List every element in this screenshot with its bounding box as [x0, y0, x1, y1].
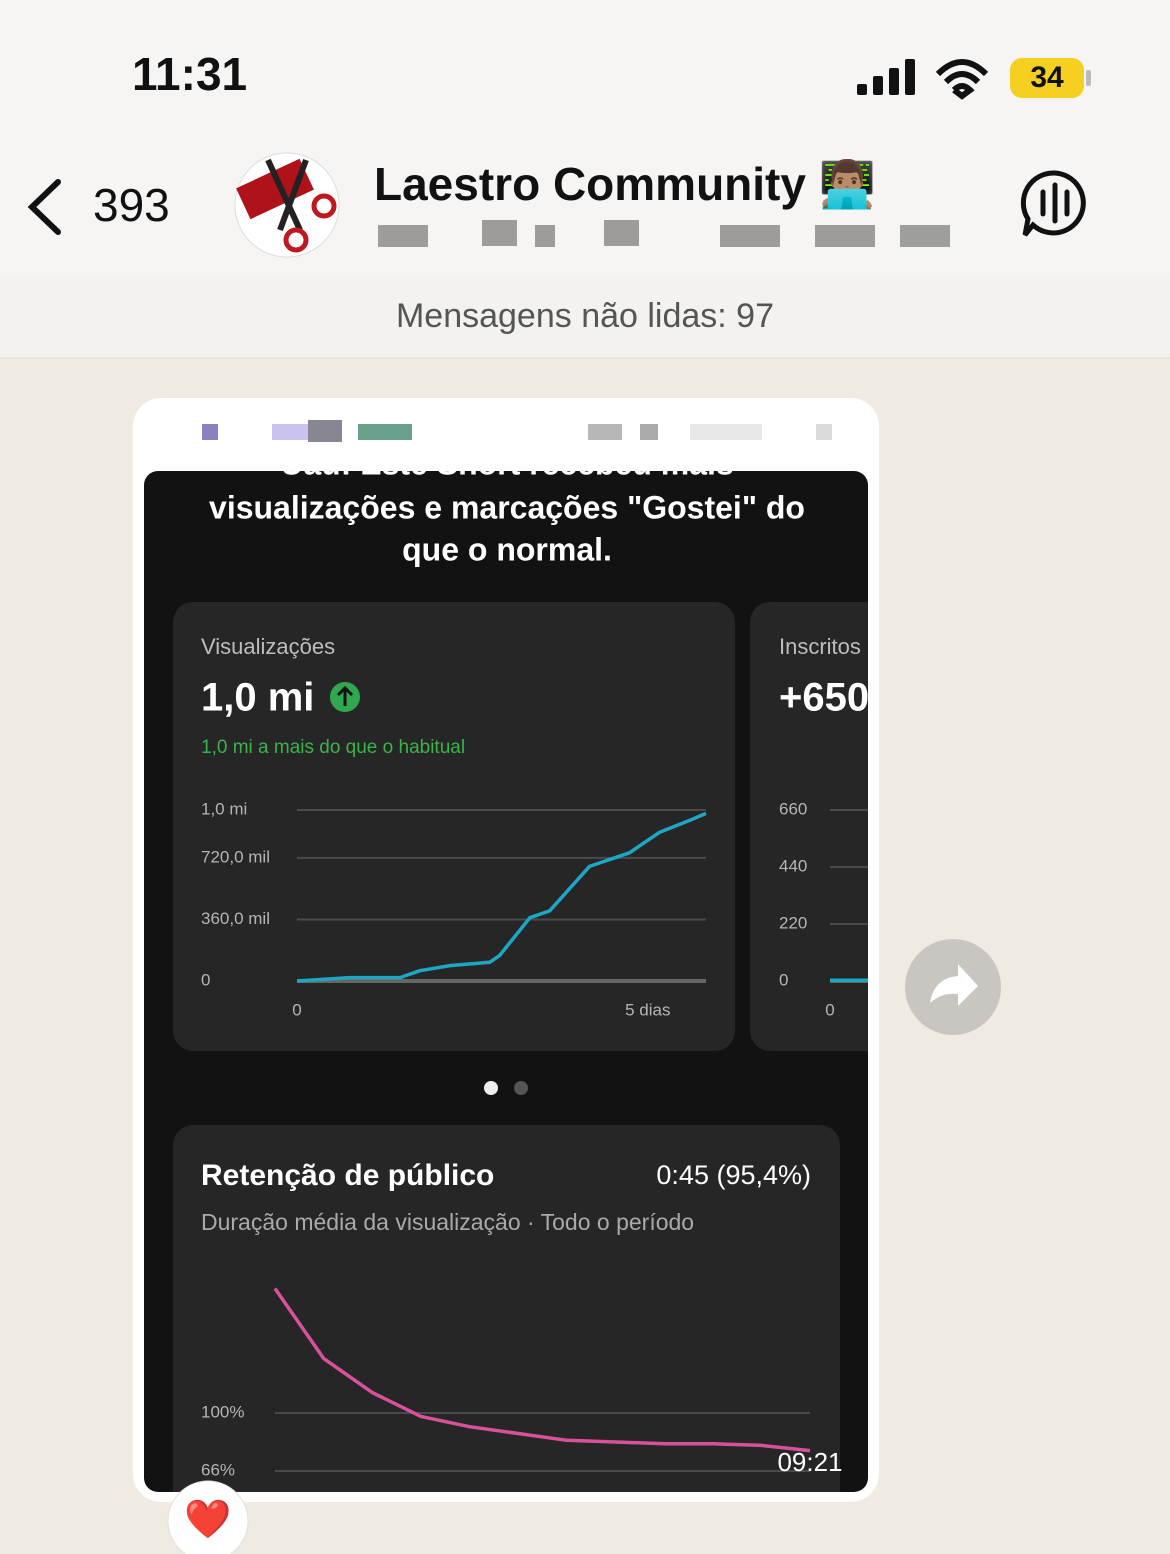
redacted-members	[378, 220, 950, 247]
back-count[interactable]: 393	[93, 179, 170, 231]
redacted-sender	[202, 420, 832, 442]
reaction-bubble[interactable]	[167, 1480, 249, 1554]
page-dot	[514, 1081, 528, 1095]
retention-title: Retenção de público	[201, 1159, 494, 1192]
y-tick-label: 100%	[201, 1403, 244, 1422]
retention-value: 0:45 (95,4%)	[656, 1160, 811, 1190]
clock: 11:31	[132, 48, 247, 100]
headline: Uau! Este Short recebeu mais	[280, 445, 733, 481]
avatar-scissors	[236, 158, 337, 253]
y-tick-label: 720,0 mil	[201, 847, 270, 866]
unread-banner	[0, 277, 1170, 358]
y-tick-label: 360,0 mil	[201, 909, 270, 928]
x-tick-label: 5 dias	[625, 1000, 670, 1019]
retention-card	[173, 1125, 840, 1492]
card-value: +650	[779, 676, 869, 720]
signal-icon	[857, 59, 915, 95]
headline: que o normal.	[402, 531, 612, 567]
y-tick-label: 0	[201, 970, 210, 989]
y-tick-label: 0	[779, 970, 788, 989]
views-card	[173, 602, 735, 1051]
y-tick-label: 1,0 mi	[201, 799, 247, 818]
battery-level: 34	[1030, 61, 1064, 94]
card-label: Inscritos	[779, 634, 861, 659]
subs-card	[750, 602, 868, 1051]
card-note: 1,0 mi a mais do que o habitual	[201, 737, 465, 758]
reaction: ❤️	[184, 1498, 232, 1541]
battery	[1010, 58, 1084, 98]
page-dot	[484, 1081, 498, 1095]
data-line	[273, 1287, 811, 1453]
y-tick-label: 66%	[201, 1461, 235, 1480]
header-background	[0, 0, 1170, 277]
forward-icon	[930, 964, 978, 1006]
wifi-icon	[935, 59, 989, 100]
audio-chat-icon[interactable]	[1020, 170, 1086, 237]
battery-tip	[1086, 70, 1091, 86]
y-tick-label: 660	[779, 799, 807, 818]
y-tick-label: 440	[779, 856, 807, 875]
x-tick-label: 0	[825, 1000, 834, 1019]
timestamp: 09:21	[777, 1447, 842, 1477]
x-tick-label: 0	[292, 1000, 301, 1019]
card-label: Visualizações	[201, 634, 335, 659]
up-arrow	[336, 685, 354, 706]
y-tick-label: 220	[779, 913, 807, 932]
back-icon[interactable]	[27, 179, 61, 235]
headline: visualizações e marcações "Gostei" do	[209, 489, 805, 525]
retention-subtitle: Duração média da visualização · Todo o p…	[201, 1209, 694, 1235]
group-title[interactable]: Laestro Community 👨🏽‍💻	[374, 158, 876, 211]
card-value: 1,0 mi	[201, 676, 314, 720]
screenshot-image[interactable]: Uau! Este Short recebeu mais visualizaçõ…	[144, 445, 1170, 1554]
unread-count: Mensagens não lidas: 97	[396, 297, 774, 335]
data-line	[296, 811, 707, 983]
